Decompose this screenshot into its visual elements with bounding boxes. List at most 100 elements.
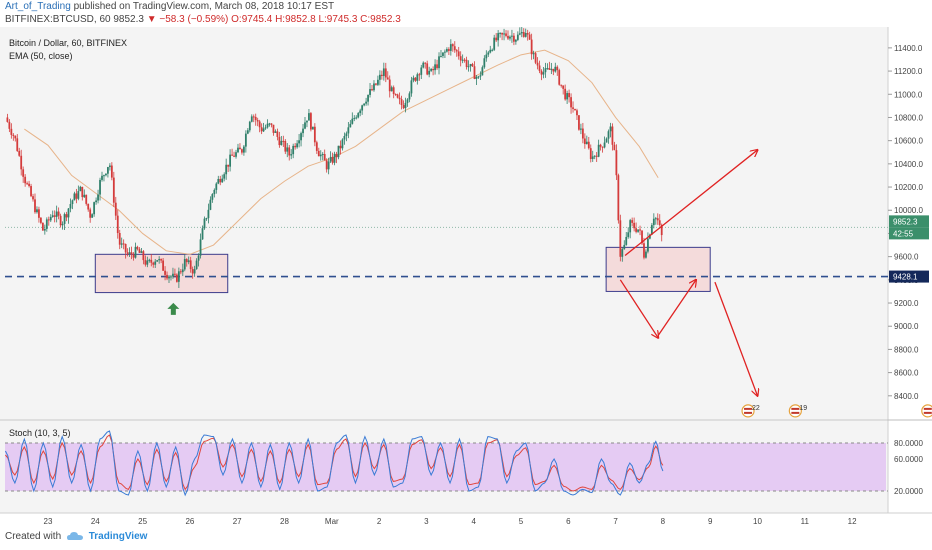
candle-body: [103, 175, 105, 177]
price-tick-label: 8800.0: [894, 345, 919, 354]
candle-body: [363, 103, 366, 106]
candle-body: [607, 131, 610, 139]
candle-body: [105, 173, 107, 176]
stoch-pane-title[interactable]: Stoch (10, 3, 5): [9, 428, 71, 438]
candle-body: [442, 52, 444, 56]
candle-body: [296, 143, 299, 148]
candle-body: [61, 223, 64, 226]
candle-body: [491, 49, 494, 51]
candle-body: [91, 214, 94, 218]
last-price-badge-bg: [889, 215, 929, 228]
candle-body: [495, 37, 498, 41]
candle-body: [392, 87, 395, 94]
candle-body: [266, 123, 269, 128]
candle-body: [339, 145, 342, 149]
candle-body: [520, 32, 523, 34]
price-tick-label: 11200.0: [894, 67, 923, 76]
candle-body: [286, 147, 289, 152]
candle-body: [489, 49, 492, 53]
candle-body: [32, 196, 34, 200]
candle-body: [244, 133, 247, 147]
candle-body: [509, 36, 511, 39]
candle-body: [424, 62, 427, 64]
candle-body: [499, 32, 502, 34]
candle-body: [359, 110, 362, 114]
candle-body: [294, 145, 297, 148]
candle-body: [550, 68, 553, 70]
time-tick-label: 4: [471, 517, 476, 526]
candle-body: [580, 128, 582, 130]
candle-body: [493, 37, 496, 50]
candle-body: [18, 150, 21, 156]
candle-body: [241, 149, 243, 153]
candle-body: [455, 50, 458, 52]
candle-body: [406, 99, 409, 103]
ema-line: [24, 49, 659, 255]
candle-body: [152, 262, 155, 265]
price-change: ▼ −58.3 (−0.59%): [146, 14, 229, 25]
candle-body: [483, 58, 486, 68]
time-tick-label: 12: [848, 517, 857, 526]
candle-body: [564, 88, 567, 100]
candle-body: [40, 217, 42, 223]
candle-body: [325, 160, 328, 170]
candle-body: [536, 62, 539, 66]
candle-body: [274, 131, 277, 133]
chart-area[interactable]: 8400.08600.08800.09000.09200.09400.09600…: [0, 27, 932, 527]
candle-body: [193, 269, 196, 274]
candle-body: [252, 116, 255, 118]
candle-body: [126, 252, 129, 254]
candle-body: [416, 74, 419, 81]
candle-body: [302, 128, 304, 134]
candle-body: [140, 251, 143, 253]
candle-body: [71, 200, 74, 205]
candle-body: [487, 52, 490, 55]
candle-body: [386, 77, 389, 80]
candle-body: [333, 153, 336, 163]
candle-body: [570, 97, 572, 108]
candle-body: [380, 74, 383, 76]
ema-indicator-label[interactable]: EMA (50, close): [9, 51, 73, 61]
author-link[interactable]: Art_of_Trading: [5, 1, 71, 12]
candle-body: [353, 117, 356, 119]
candle-body: [578, 115, 580, 130]
projection-arrow-3: [657, 280, 696, 336]
projection-arrow-1: [624, 150, 757, 256]
candle-body: [174, 273, 176, 275]
candle-body: [617, 175, 620, 221]
candle-body: [538, 65, 541, 71]
time-tick-label: 26: [185, 517, 194, 526]
candle-body: [227, 164, 230, 167]
candle-body: [213, 189, 216, 195]
event-marker-count: 22: [752, 405, 760, 412]
level-badge: 9428.1: [893, 273, 918, 282]
stoch-tick-label: 20.0000: [894, 487, 923, 496]
candle-body: [81, 186, 84, 198]
candle-body: [514, 39, 517, 42]
price-tick-label: 10800.0: [894, 113, 923, 122]
candle-body: [394, 93, 397, 95]
candle-body: [221, 178, 224, 183]
candle-body: [581, 128, 584, 139]
candle-body: [530, 39, 533, 55]
candle-body: [656, 218, 659, 221]
candle-body: [629, 220, 632, 233]
time-tick-label: 25: [138, 517, 147, 526]
candle-body: [412, 77, 415, 81]
candle-body: [627, 232, 630, 237]
candle-body: [166, 274, 168, 279]
candle-body: [77, 191, 80, 199]
ohlc-open: O:9745.4: [231, 14, 273, 25]
tradingview-logo[interactable]: TradingView: [88, 531, 148, 542]
symbol-line: BITFINEX:BTCUSD, 60 9852.3 ▼ −58.3 (−0.5…: [5, 14, 401, 25]
candle-body: [164, 270, 166, 275]
price-chart[interactable]: 8400.08600.08800.09000.09200.09400.09600…: [0, 27, 932, 527]
candle-body: [114, 202, 117, 216]
candle-body: [323, 154, 326, 161]
candle-body: [177, 271, 180, 282]
candle-body: [572, 107, 574, 109]
candle-body: [175, 274, 178, 282]
candle-body: [239, 147, 241, 150]
candle-body: [246, 130, 249, 134]
candle-body: [552, 68, 555, 72]
